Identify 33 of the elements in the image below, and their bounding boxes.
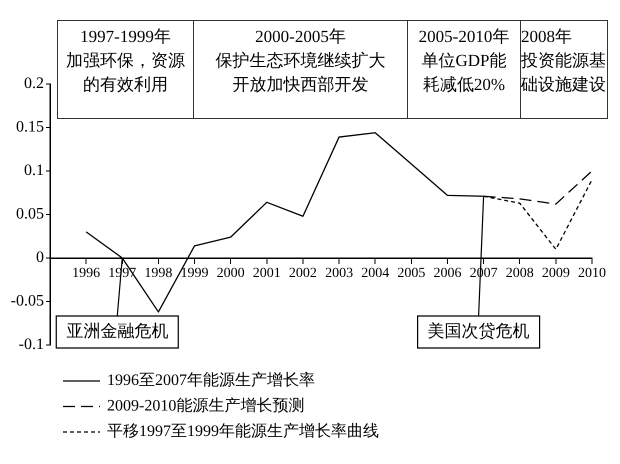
text: 2005-2010年 xyxy=(418,27,510,46)
x-tick-label: 2002 xyxy=(288,266,317,282)
text: 2008年 xyxy=(521,27,572,46)
y-tick-label: -0.05 xyxy=(10,292,44,310)
x-tick-label: 1998 xyxy=(144,266,172,282)
y-tick-label: 0.05 xyxy=(16,206,44,223)
x-tick-label: 2008 xyxy=(506,266,534,282)
x-tick-label: 2001 xyxy=(252,266,281,282)
text: 1997-1999年 xyxy=(80,27,171,46)
x-tick-label: 1999 xyxy=(180,266,209,282)
legend-label: 平移1997至1999年能源生产增长率曲线 xyxy=(107,422,379,440)
text: 2000-2005年 xyxy=(255,27,346,46)
y-tick-label: 0.1 xyxy=(24,162,44,180)
x-tick-label: 2000 xyxy=(216,266,245,282)
y-tick-label: 0.15 xyxy=(16,118,44,136)
annotation: 亚洲金融危机 xyxy=(66,321,168,340)
y-tick-label: 0 xyxy=(36,249,44,266)
y-tick-label: 0.2 xyxy=(24,75,44,92)
x-tick-label: 2009 xyxy=(542,266,570,282)
annotation: 加强环保，资源的有效利用 xyxy=(65,50,186,96)
y-tick-label: -0.1 xyxy=(18,336,44,354)
x-tick-label: 2003 xyxy=(325,266,354,282)
x-tick-label: 1996 xyxy=(72,266,100,282)
legend-label: 2009-2010能源生产增长预测 xyxy=(107,396,304,415)
x-tick-label: 2010 xyxy=(578,266,606,282)
annotation: 投资能源基础设施建设 xyxy=(521,50,607,96)
x-tick-label: 2006 xyxy=(433,266,462,282)
x-tick-label: 2005 xyxy=(397,266,426,282)
annotation: 单位GDP能耗减低20% xyxy=(420,50,508,96)
legend-label: 1996至2007年能源生产增长率 xyxy=(107,371,315,390)
annotation: 保护生态环境继续扩大开放加快西部开发 xyxy=(214,50,386,96)
x-tick-label: 2004 xyxy=(361,266,390,282)
annotation: 美国次贷危机 xyxy=(428,321,530,340)
